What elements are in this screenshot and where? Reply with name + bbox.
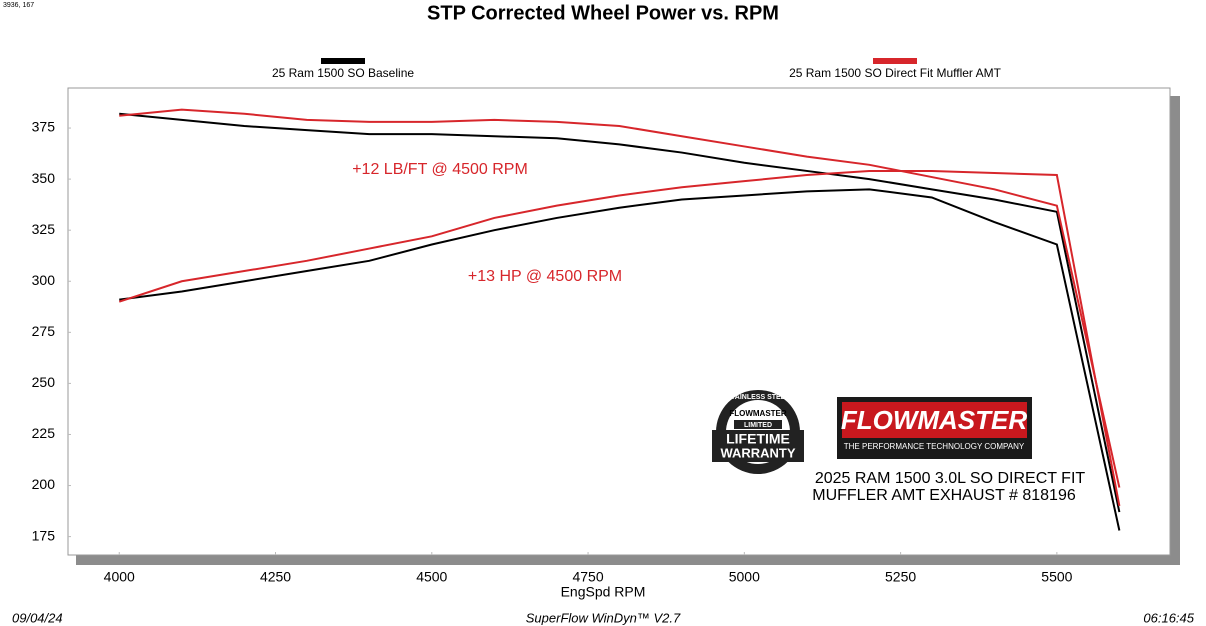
logo-brand: FLOWMASTER xyxy=(841,405,1028,435)
badge-brand: FLOWMASTER xyxy=(729,409,787,418)
caption: MUFFLER AMT EXHAUST # 818196 xyxy=(812,487,1076,504)
y-tick-label: 175 xyxy=(32,527,56,543)
y-tick-label: 350 xyxy=(32,170,56,186)
x-tick-label: 5250 xyxy=(885,569,916,585)
warranty-badge: STAINLESS STEEL FLOWMASTER LIMITED LIFET… xyxy=(712,390,804,474)
y-tick-label: 200 xyxy=(32,476,56,492)
footer-software: SuperFlow WinDyn™ V2.7 xyxy=(526,610,681,625)
badge-limited: LIMITED xyxy=(744,422,772,429)
caption: 2025 RAM 1500 3.0L SO DIRECT FIT xyxy=(815,470,1086,487)
series-line xyxy=(119,108,1121,488)
y-tick-label: 250 xyxy=(32,374,56,390)
flowmaster-logo: FLOWMASTER THE PERFORMANCE TECHNOLOGY CO… xyxy=(837,397,1032,459)
legend-label: 25 Ram 1500 SO Baseline xyxy=(272,66,414,80)
y-tick-label: 325 xyxy=(32,221,56,237)
y-tick-label: 225 xyxy=(32,425,56,441)
series-line xyxy=(118,169,1121,507)
y-tick-label: 375 xyxy=(32,119,56,135)
x-tick-label: 4000 xyxy=(104,569,135,585)
y-tick-label: 275 xyxy=(32,323,56,339)
x-tick-label: 5000 xyxy=(729,569,760,585)
plot-area xyxy=(67,87,1171,556)
x-tick-label: 5500 xyxy=(1041,569,1072,585)
logo-tagline: THE PERFORMANCE TECHNOLOGY COMPANY xyxy=(844,442,1025,451)
x-axis-label: EngSpd RPM xyxy=(561,584,646,600)
corner-text: 3936, 167 xyxy=(3,2,34,9)
legend-label: 25 Ram 1500 SO Direct Fit Muffler AMT xyxy=(789,66,1002,80)
series-line xyxy=(119,112,1121,513)
footer-date: 09/04/24 xyxy=(12,610,63,625)
series-line xyxy=(119,188,1121,531)
footer-time: 06:16:45 xyxy=(1143,610,1194,625)
legend-swatch xyxy=(321,58,365,64)
y-tick-label: 300 xyxy=(32,272,56,288)
annotation: +12 LB/FT @ 4500 RPM xyxy=(352,161,528,178)
annotation: +13 HP @ 4500 RPM xyxy=(468,268,622,285)
chart-title: STP Corrected Wheel Power vs. RPM xyxy=(427,2,779,24)
x-tick-label: 4250 xyxy=(260,569,291,585)
legend-swatch xyxy=(873,58,917,64)
x-tick-label: 4750 xyxy=(572,569,603,585)
badge-ring-text: STAINLESS STEEL xyxy=(726,394,790,401)
x-tick-label: 4500 xyxy=(416,569,447,585)
badge-line2: WARRANTY xyxy=(720,445,795,460)
badge-line1: LIFETIME xyxy=(726,431,790,447)
